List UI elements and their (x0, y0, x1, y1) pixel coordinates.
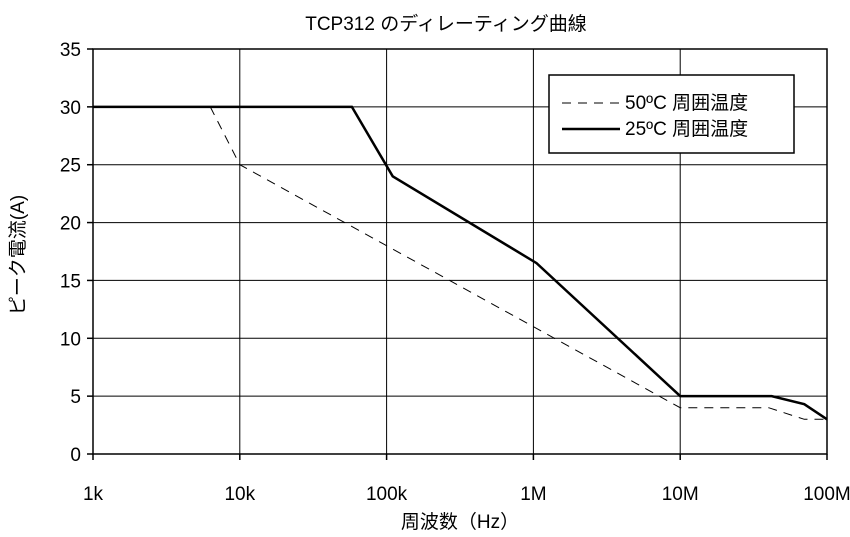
x-tick-label: 100M (803, 484, 850, 505)
y-tick-label: 20 (60, 214, 81, 235)
x-tick-label: 1k (83, 484, 104, 505)
plot-area (92, 48, 828, 455)
x-tick-label: 1M (520, 484, 546, 505)
y-tick-label: 25 (60, 156, 81, 177)
axis-ticks: 0 5 10 15 20 25 30 35 1k 10k 100k 1M 10M 100M (60, 40, 850, 505)
legend: 50ºC 周囲温度 25ºC 周囲温度 (548, 74, 795, 154)
y-tick-label: 10 (60, 329, 81, 350)
series-layer (93, 105, 828, 421)
legend-label-25c: 25ºC 周囲温度 (625, 118, 748, 140)
x-axis-label: 周波数（Hz） (401, 511, 519, 533)
x-tick-label: 10k (224, 484, 255, 505)
y-tick-label: 0 (70, 445, 81, 466)
series-line-25c (93, 105, 828, 421)
y-tick-label: 30 (60, 98, 81, 119)
y-tick-label: 5 (70, 387, 81, 408)
x-tick-label: 10M (662, 484, 699, 505)
y-tick-label: 35 (60, 40, 81, 61)
x-tick-label: 100k (366, 484, 408, 505)
y-tick-label: 15 (60, 271, 81, 292)
legend-box (548, 74, 795, 154)
legend-label-50c: 50ºC 周囲温度 (625, 92, 748, 114)
series-line-50c (209, 106, 827, 420)
chart-title: TCP312 のディレーティング曲線 (305, 13, 587, 35)
y-axis-label: ピーク電流(A) (7, 195, 29, 315)
